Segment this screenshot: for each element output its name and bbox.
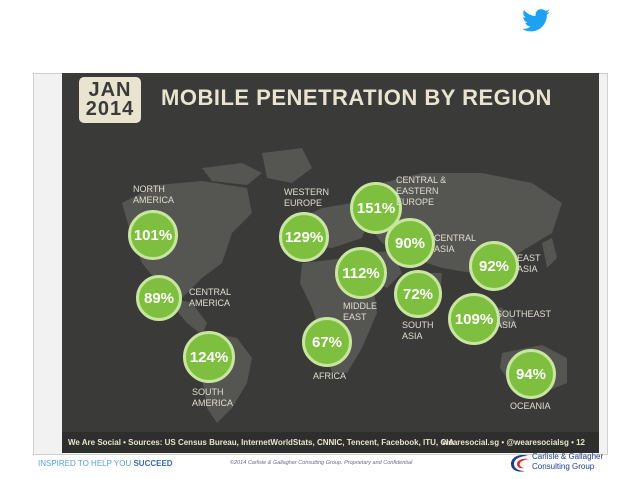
- tagline-prefix: INSPIRED TO HELP YOU: [38, 459, 134, 468]
- region-value-east-asia: 92%: [469, 241, 519, 291]
- region-value-middle-east: 112%: [335, 247, 387, 299]
- region-label-north-america: NORTH AMERICA: [133, 184, 175, 205]
- copyright-text: ©2014 Carlisle & Gallagher Consulting Gr…: [230, 460, 413, 466]
- infographic-headline: MOBILE PENETRATION BY REGION: [161, 85, 552, 110]
- region-label-africa: AFRICA: [313, 371, 347, 381]
- region-value-south-asia: 72%: [394, 270, 442, 318]
- company-name-line2: Consulting Group: [532, 462, 595, 471]
- date-year: 2014: [85, 98, 135, 120]
- cg-swoosh-logo: [511, 454, 529, 472]
- region-label-south-asia: SOUTH ASIA: [402, 320, 434, 341]
- region-value-north-america: 101%: [128, 210, 178, 260]
- company-name-line1: Carlisle & Gallagher: [532, 452, 604, 461]
- date-month: JAN: [88, 79, 132, 101]
- region-value-africa: 67%: [302, 317, 352, 367]
- region-label-southeast-asia: SOUTHEAST ASIA: [496, 309, 552, 330]
- social-handle-text: wearesocial.sg • @wearesocialsg • 12: [442, 438, 585, 447]
- region-label-oceania: OCEANIA: [510, 401, 551, 411]
- region-value-central-eastern-europe: 151%: [350, 182, 402, 234]
- region-label-middle-east: MIDDLE EAST: [343, 301, 378, 322]
- region-label-central-eastern-europe: CENTRAL & EASTERN EUROPE: [396, 175, 447, 207]
- region-value-central-america: 89%: [136, 275, 182, 321]
- source-text: We Are Social • Sources: US Census Burea…: [68, 438, 455, 447]
- tagline-emphasis: SUCCEED: [133, 459, 173, 468]
- region-value-oceania: 94%: [506, 349, 556, 399]
- twitter-bird-icon[interactable]: [519, 6, 553, 36]
- tagline: INSPIRED TO HELP YOU SUCCEED: [38, 459, 173, 468]
- region-label-western-europe: WESTERN EUROPE: [284, 187, 329, 208]
- date-badge: JAN 2014: [79, 77, 141, 123]
- infographic-source-bar: We Are Social • Sources: US Census Burea…: [62, 432, 599, 453]
- region-value-western-europe: 129%: [279, 212, 329, 262]
- region-label-central-asia: CENTRAL ASIA: [434, 233, 477, 254]
- mobile-penetration-infographic: JAN 2014 MOBILE PENETRATION BY REGION NO…: [62, 73, 599, 453]
- company-name: Carlisle & Gallagher Consulting Group: [532, 452, 603, 472]
- region-label-central-america: CENTRAL AMERICA: [189, 287, 232, 308]
- region-value-central-asia: 90%: [385, 218, 435, 268]
- region-label-east-asia: EAST ASIA: [517, 253, 541, 274]
- region-value-southeast-asia: 109%: [448, 293, 500, 345]
- region-value-south-america: 124%: [183, 331, 235, 383]
- region-label-south-america: SOUTH AMERICA: [192, 387, 234, 408]
